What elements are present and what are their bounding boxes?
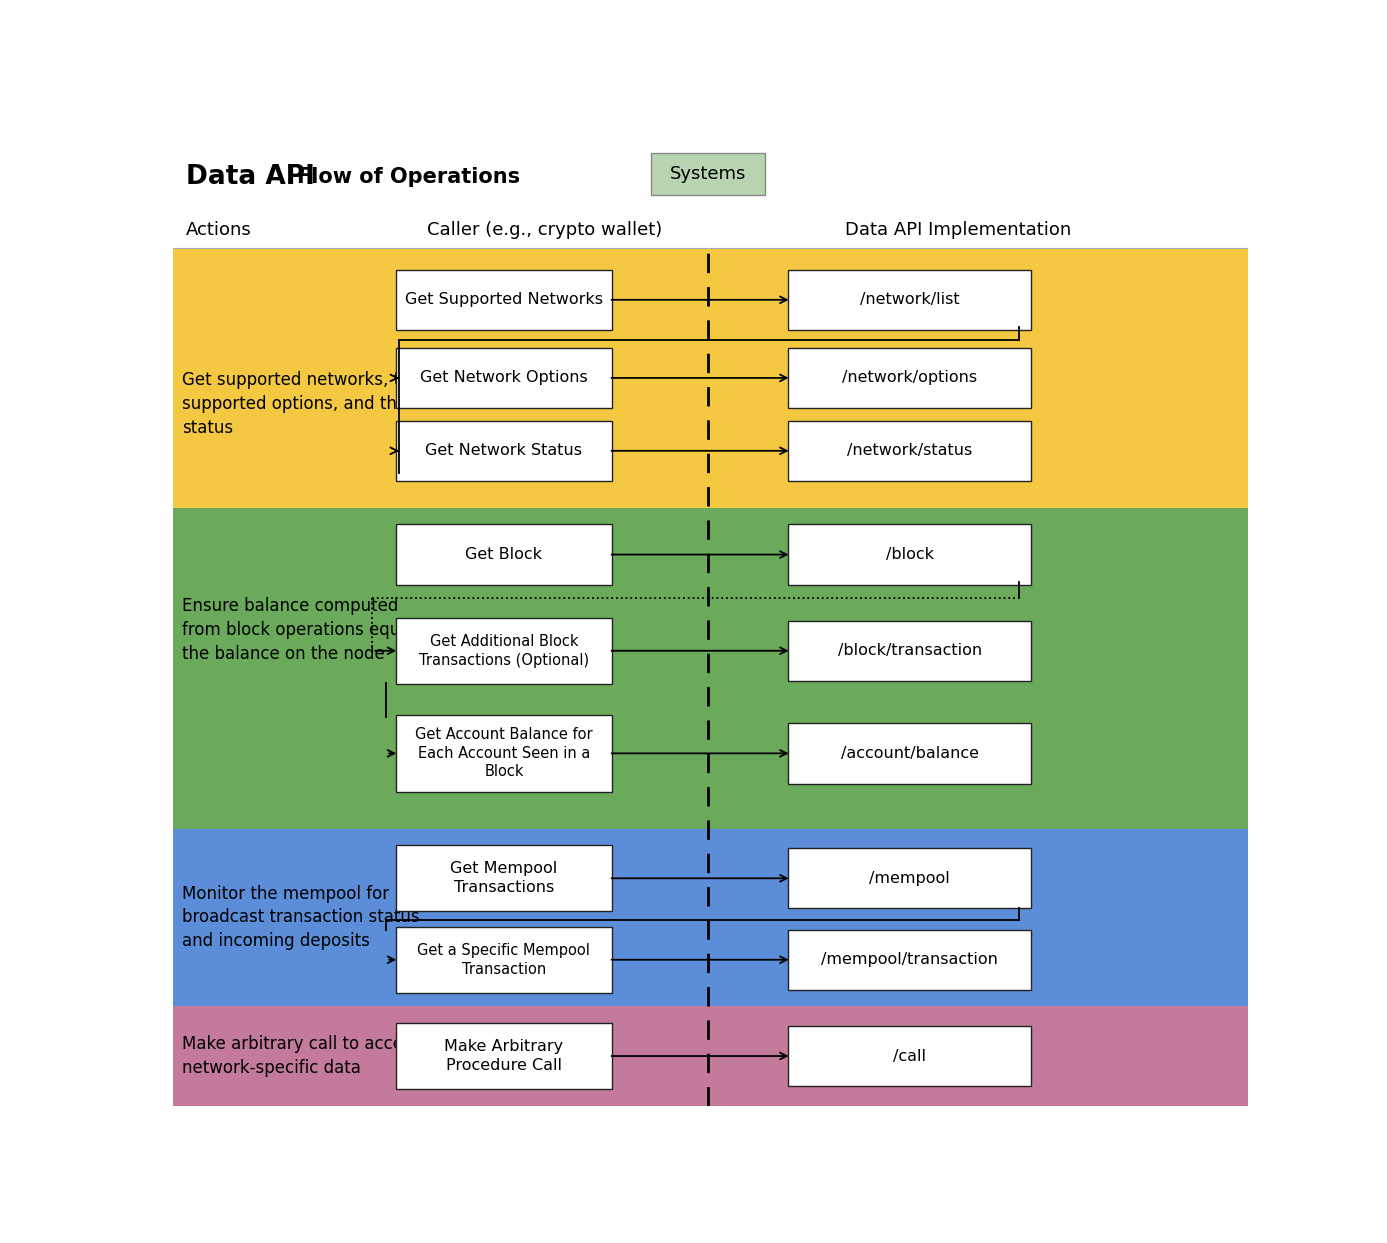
- FancyBboxPatch shape: [395, 348, 612, 408]
- Text: Get Account Balance for
Each Account Seen in a
Block: Get Account Balance for Each Account See…: [415, 727, 592, 779]
- FancyBboxPatch shape: [788, 723, 1031, 783]
- Text: Flow of Operations: Flow of Operations: [297, 167, 520, 186]
- Text: Get Block: Get Block: [466, 547, 542, 562]
- FancyBboxPatch shape: [395, 845, 612, 911]
- Text: Make Arbitrary
Procedure Call: Make Arbitrary Procedure Call: [444, 1039, 563, 1073]
- FancyBboxPatch shape: [788, 848, 1031, 909]
- Text: Data API Implementation: Data API Implementation: [845, 221, 1071, 239]
- FancyBboxPatch shape: [788, 1025, 1031, 1086]
- Text: /network/status: /network/status: [847, 444, 972, 459]
- FancyBboxPatch shape: [395, 420, 612, 481]
- Text: Get Network Options: Get Network Options: [420, 370, 588, 385]
- Text: /mempool: /mempool: [870, 871, 950, 886]
- FancyBboxPatch shape: [395, 1023, 612, 1089]
- FancyBboxPatch shape: [395, 715, 612, 792]
- Text: /mempool/transaction: /mempool/transaction: [821, 952, 999, 967]
- Bar: [173, 829, 1248, 1006]
- Text: Get Network Status: Get Network Status: [426, 444, 583, 459]
- FancyBboxPatch shape: [395, 525, 612, 584]
- FancyBboxPatch shape: [788, 420, 1031, 481]
- FancyBboxPatch shape: [788, 270, 1031, 329]
- Text: Systems: Systems: [670, 165, 746, 184]
- Bar: [173, 1006, 1248, 1106]
- Bar: [173, 247, 1248, 508]
- Text: Data API: Data API: [186, 164, 315, 190]
- FancyBboxPatch shape: [395, 270, 612, 329]
- Text: /block/transaction: /block/transaction: [838, 644, 982, 659]
- Text: Get Mempool
Transactions: Get Mempool Transactions: [451, 861, 558, 895]
- FancyBboxPatch shape: [788, 930, 1031, 989]
- FancyBboxPatch shape: [395, 927, 612, 993]
- Text: Monitor the mempool for
broadcast transaction status
and incoming deposits: Monitor the mempool for broadcast transa…: [182, 885, 420, 950]
- Text: Get Supported Networks: Get Supported Networks: [405, 292, 603, 307]
- Text: Caller (e.g., crypto wallet): Caller (e.g., crypto wallet): [427, 221, 662, 239]
- Bar: [173, 149, 1248, 247]
- Text: /network/list: /network/list: [860, 292, 960, 307]
- Text: /call: /call: [893, 1049, 927, 1064]
- Bar: [173, 508, 1248, 829]
- FancyBboxPatch shape: [395, 618, 612, 684]
- Text: /network/options: /network/options: [842, 370, 978, 385]
- FancyBboxPatch shape: [788, 348, 1031, 408]
- Text: Get a Specific Mempool
Transaction: Get a Specific Mempool Transaction: [417, 943, 591, 977]
- FancyBboxPatch shape: [788, 525, 1031, 584]
- FancyBboxPatch shape: [788, 620, 1031, 681]
- FancyBboxPatch shape: [651, 153, 764, 195]
- Text: Get supported networks, their
supported options, and their
status: Get supported networks, their supported …: [182, 372, 433, 436]
- Text: /block: /block: [886, 547, 933, 562]
- Text: Make arbitrary call to access
network-specific data: Make arbitrary call to access network-sp…: [182, 1035, 420, 1076]
- Text: /account/balance: /account/balance: [841, 746, 979, 761]
- Text: Get Additional Block
Transactions (Optional): Get Additional Block Transactions (Optio…: [419, 634, 589, 667]
- Text: Actions: Actions: [186, 221, 252, 239]
- Text: Ensure balance computed
from block operations equals
the balance on the node: Ensure balance computed from block opera…: [182, 598, 423, 663]
